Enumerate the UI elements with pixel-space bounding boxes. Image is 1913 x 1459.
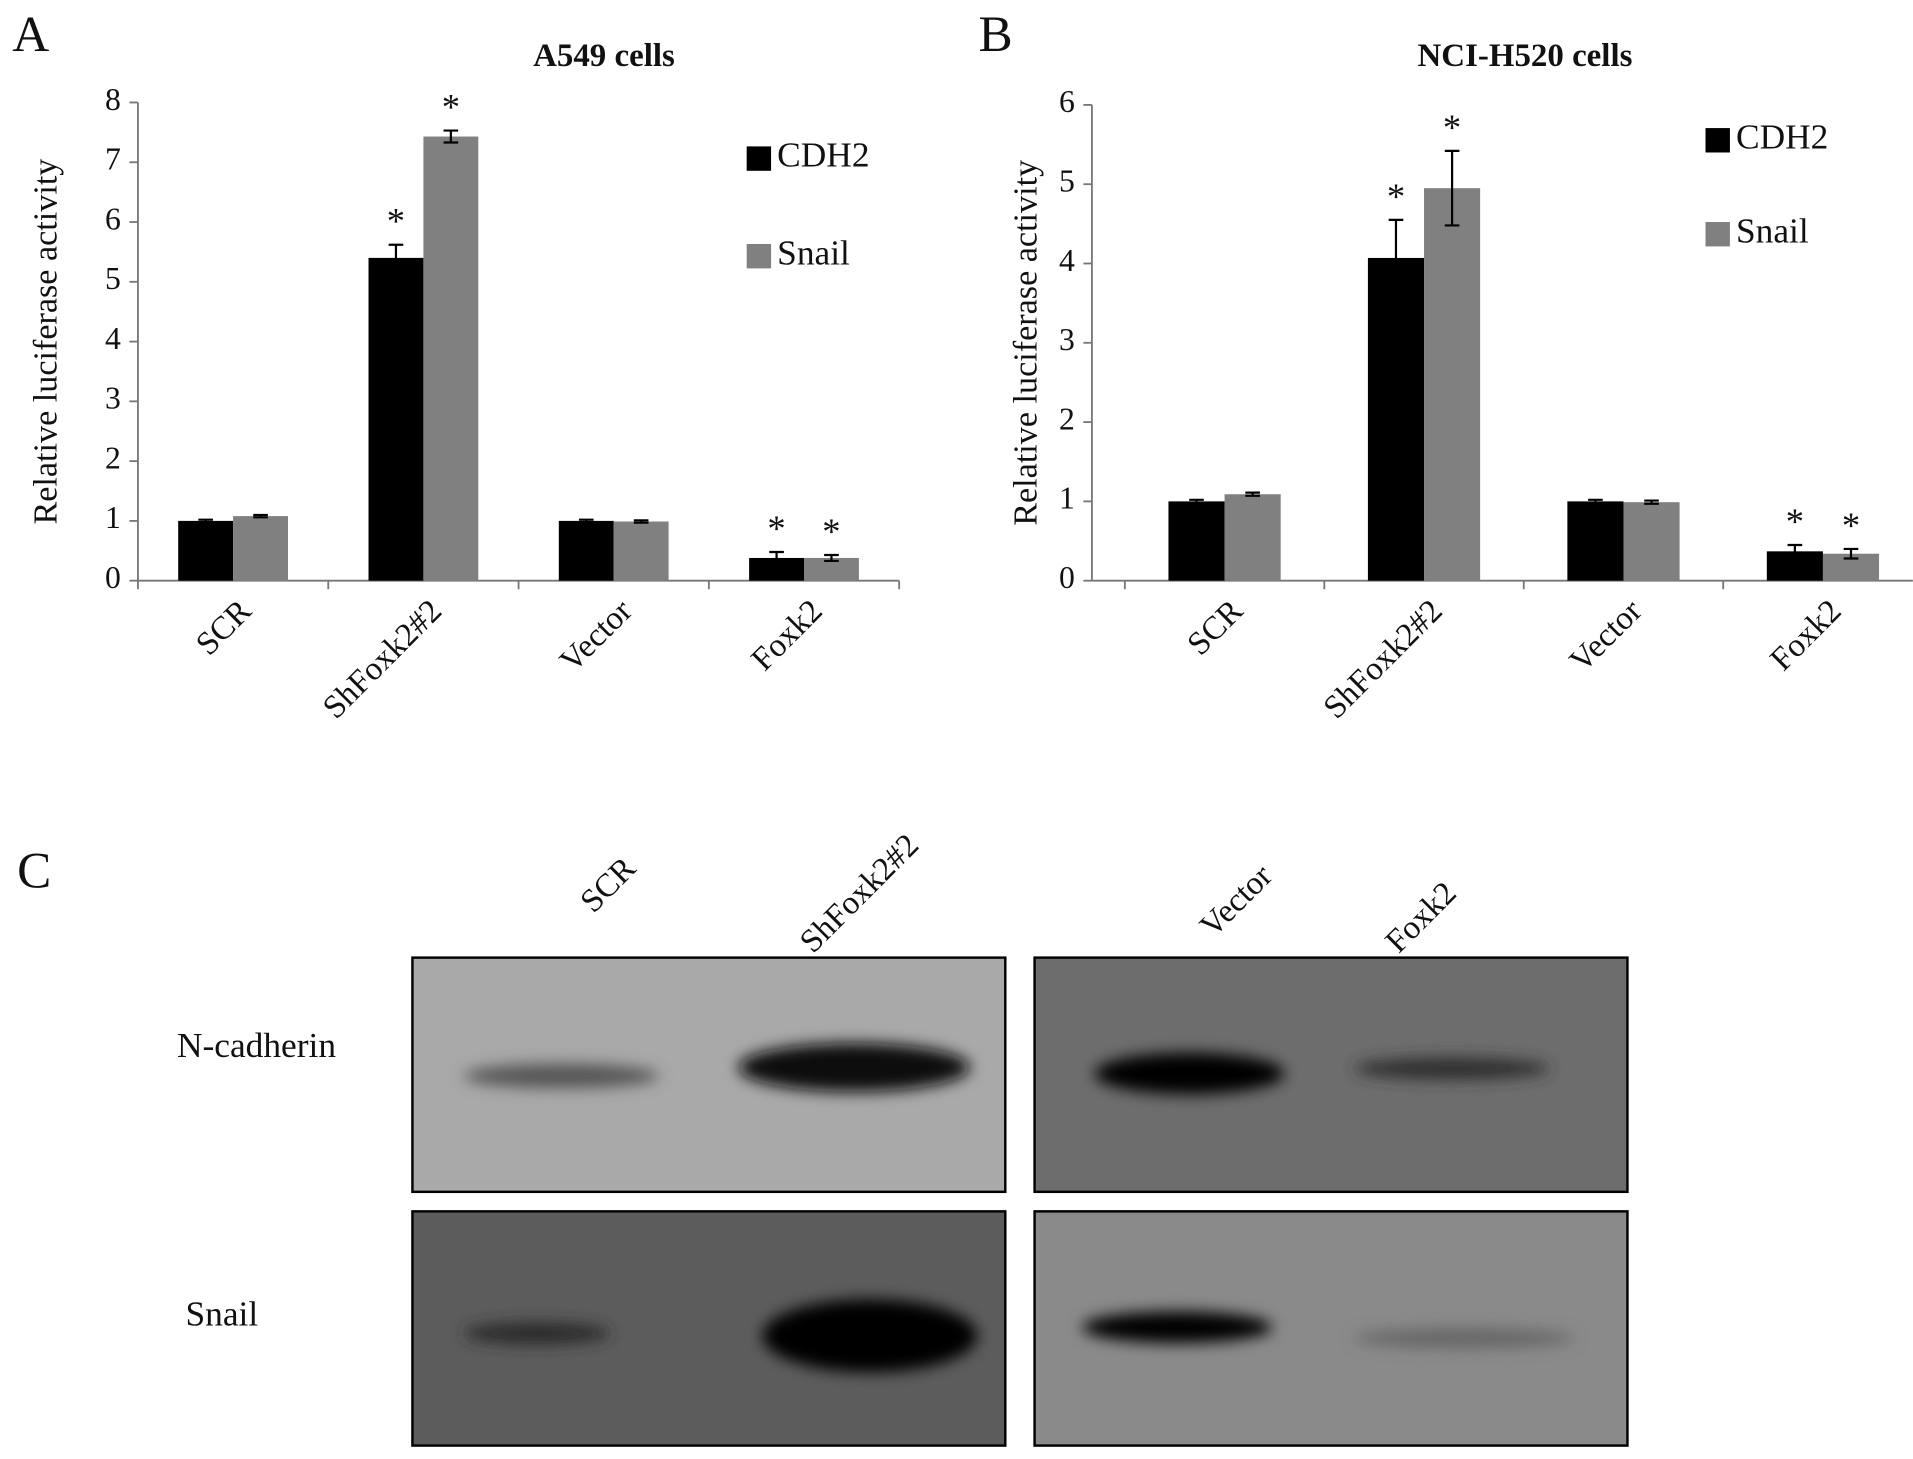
western-blot: SCR ShFoxk2#2 Vector Foxk2 N-cadherin Sn…	[177, 827, 1629, 1447]
row-label: N-cadherin	[177, 1025, 336, 1065]
significance-mark: *	[767, 508, 785, 549]
x-tick-label: SCR	[189, 593, 258, 662]
error-bar	[769, 550, 784, 566]
bar	[613, 521, 669, 581]
panel-label: B	[978, 6, 1012, 63]
y-tick-label: 6	[1059, 84, 1075, 119]
legend-swatch	[1705, 222, 1730, 247]
panel-label: C	[17, 843, 51, 900]
x-tick-label: SCR	[1181, 593, 1250, 662]
error-bar	[824, 553, 839, 563]
y-tick-label: 1	[1059, 481, 1075, 516]
legend-label: CDH2	[1736, 116, 1828, 156]
y-axis-label: Relative luciferase activity	[1007, 160, 1044, 526]
significance-mark: *	[822, 511, 840, 552]
significance-mark: *	[1443, 107, 1461, 148]
bar	[804, 557, 859, 581]
bar	[368, 257, 424, 581]
y-tick-label: 5	[1059, 163, 1075, 198]
error-bar	[1588, 498, 1603, 505]
error-bar	[1644, 499, 1659, 505]
blot-bands	[463, 1043, 1574, 1373]
x-tick-label: Foxk2	[1764, 593, 1849, 678]
error-bar	[633, 519, 649, 524]
y-tick-label: 0	[1059, 560, 1075, 595]
bar	[1367, 257, 1425, 581]
error-bar	[1843, 547, 1859, 560]
significance-mark: *	[442, 86, 460, 127]
y-tick-label: 4	[1059, 243, 1075, 278]
legend-label: Snail	[777, 232, 850, 272]
lane-label: ShFoxk2#2	[793, 827, 926, 960]
y-tick-label: 1	[105, 500, 121, 535]
y-tick-label: 6	[105, 201, 121, 236]
significance-mark: *	[1387, 176, 1405, 217]
y-tick-label: 3	[105, 381, 121, 416]
chart-title: A549 cells	[533, 38, 675, 74]
y-tick-label: 8	[105, 82, 121, 117]
error-bar	[1444, 149, 1460, 227]
y-tick-label: 3	[1059, 322, 1075, 357]
bar	[1623, 502, 1680, 581]
legend-swatch	[746, 243, 772, 269]
bar	[233, 516, 288, 581]
x-tick-label: ShFoxk2#2	[316, 593, 449, 726]
error-bar	[198, 518, 213, 524]
y-tick-label: 2	[105, 440, 121, 475]
legend-swatch	[746, 146, 772, 171]
bar	[178, 520, 234, 581]
error-bar	[253, 513, 268, 519]
chart-title: NCI-H520 cells	[1418, 38, 1633, 74]
error-bar	[388, 243, 404, 273]
y-tick-label: 7	[105, 142, 121, 177]
x-tick-label: Vector	[553, 593, 639, 679]
error-bar	[578, 518, 594, 524]
significance-mark: *	[1842, 505, 1860, 546]
y-tick-label: 4	[105, 321, 121, 356]
significance-mark: *	[1786, 501, 1804, 542]
y-axis-label: Relative luciferase activity	[28, 159, 65, 525]
bar	[1168, 501, 1225, 581]
bar	[1224, 494, 1281, 581]
bar	[749, 557, 805, 581]
lane-label: Foxk2	[1379, 875, 1464, 960]
y-tick-label: 0	[105, 560, 121, 595]
legend-label: Snail	[1736, 210, 1809, 250]
row-label: Snail	[186, 1294, 259, 1334]
panel-label: A	[12, 6, 49, 63]
bar	[1567, 501, 1624, 581]
lane-label: Vector	[1193, 858, 1279, 944]
bar	[558, 520, 614, 581]
error-bar	[1245, 491, 1260, 497]
bar	[423, 136, 479, 581]
significance-mark: *	[387, 201, 405, 242]
x-tick-label: Foxk2	[745, 593, 830, 678]
x-tick-label: ShFoxk2#2	[1317, 593, 1450, 726]
error-bar	[443, 129, 459, 144]
legend-label: CDH2	[777, 135, 869, 175]
bar	[1424, 188, 1481, 581]
y-tick-label: 5	[105, 261, 121, 296]
y-tick-label: 2	[1059, 401, 1075, 436]
error-bar	[1388, 218, 1404, 298]
lane-label: SCR	[574, 850, 643, 919]
x-tick-label: Vector	[1563, 593, 1649, 679]
error-bar	[1787, 543, 1803, 559]
error-bar	[1189, 498, 1204, 505]
legend-swatch	[1705, 128, 1730, 153]
